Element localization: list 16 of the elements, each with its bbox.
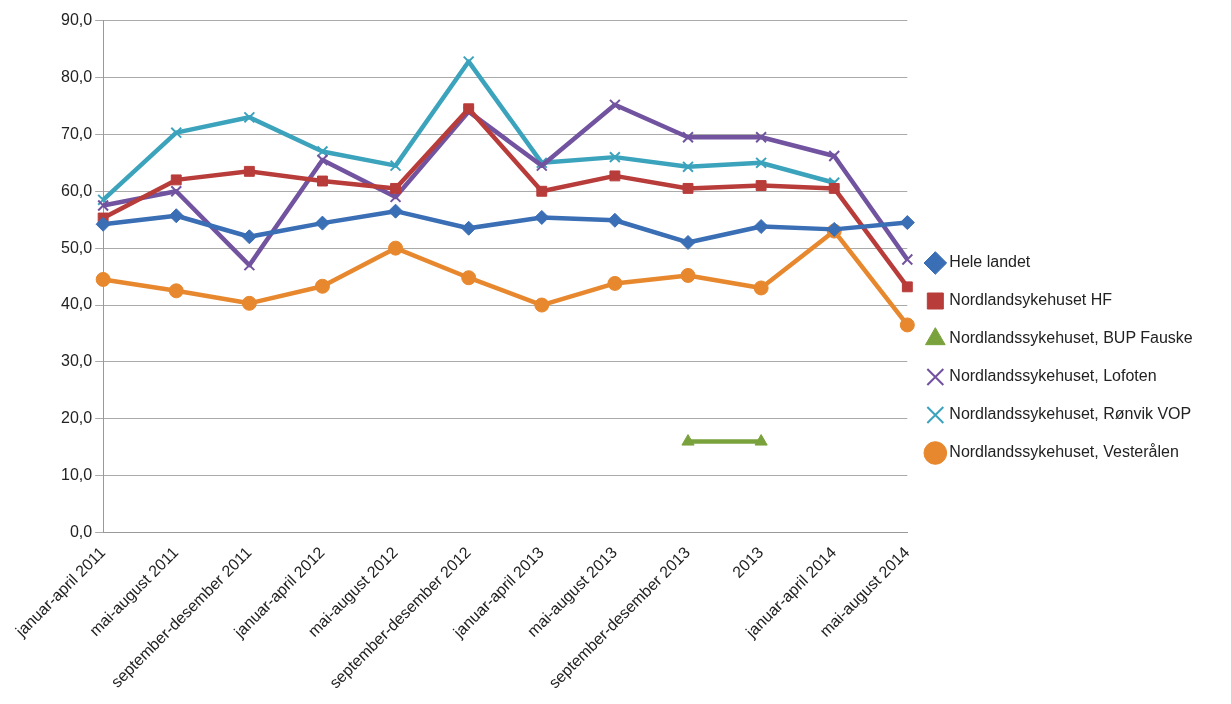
y-tick-label: 90,0 (61, 11, 93, 29)
legend-label: Hele landet (949, 253, 1031, 271)
y-tick-label: 0,0 (69, 522, 93, 540)
legend-label: Nordlandssykehuset, Vesterålen (949, 443, 1179, 461)
legend-label: Nordlandsykehuset HF (949, 291, 1113, 309)
y-tick-label: 10,0 (61, 466, 93, 484)
y-tick-label: 80,0 (61, 67, 93, 85)
y-tick-label: 20,0 (61, 409, 93, 427)
legend-label: Nordlandssykehuset, BUP Fauske (949, 329, 1193, 347)
y-tick-label: 70,0 (61, 124, 93, 142)
legend-label: Nordlandssykehuset, Rønvik VOP (949, 405, 1192, 423)
y-tick-label: 50,0 (61, 238, 93, 256)
legend-label: Nordlandssykehuset, Lofoten (949, 367, 1157, 385)
y-tick-label: 40,0 (61, 295, 93, 313)
y-tick-label: 30,0 (61, 352, 93, 370)
y-tick-label: 60,0 (61, 181, 93, 199)
